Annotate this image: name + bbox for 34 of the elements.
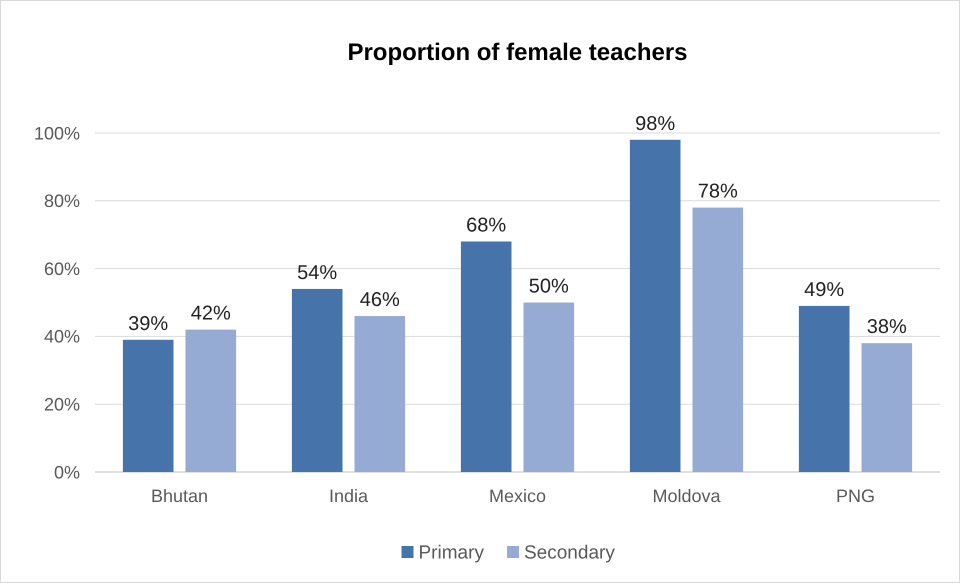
bar xyxy=(122,340,174,472)
x-tick-label: Moldova xyxy=(652,486,722,506)
y-tick-label: 20% xyxy=(44,394,80,414)
bar xyxy=(862,343,912,472)
legend-label: Secondary xyxy=(524,542,616,564)
bar xyxy=(798,306,850,472)
y-tick-label: 40% xyxy=(44,326,80,347)
chart-title: Proportion of female teachers xyxy=(347,39,688,66)
y-tick-label: 100% xyxy=(34,123,80,144)
bar xyxy=(692,208,744,472)
y-tick-label: 60% xyxy=(44,258,80,279)
x-tick-label: Mexico xyxy=(488,486,546,506)
bar xyxy=(292,288,342,472)
data-label: 78% xyxy=(698,180,738,203)
bar xyxy=(186,330,236,472)
x-tick-label: PNG xyxy=(836,486,876,506)
x-tick-label: India xyxy=(328,486,369,506)
bar xyxy=(460,241,512,472)
data-label: 42% xyxy=(190,302,232,325)
legend-label: Primary xyxy=(418,542,484,564)
bar xyxy=(630,140,680,472)
data-label: 39% xyxy=(128,312,168,335)
x-tick-label: Bhutan xyxy=(150,486,208,506)
bar xyxy=(524,302,574,472)
data-label: 68% xyxy=(466,214,506,236)
y-tick-label: 0% xyxy=(54,462,80,482)
y-tick-label: 80% xyxy=(44,191,80,212)
data-label: 98% xyxy=(635,112,676,135)
bar xyxy=(354,316,406,472)
data-label: 50% xyxy=(528,276,570,298)
data-label: 46% xyxy=(360,289,400,312)
data-label: 38% xyxy=(866,316,908,338)
data-label: 54% xyxy=(297,262,338,284)
data-label: 49% xyxy=(804,278,844,301)
